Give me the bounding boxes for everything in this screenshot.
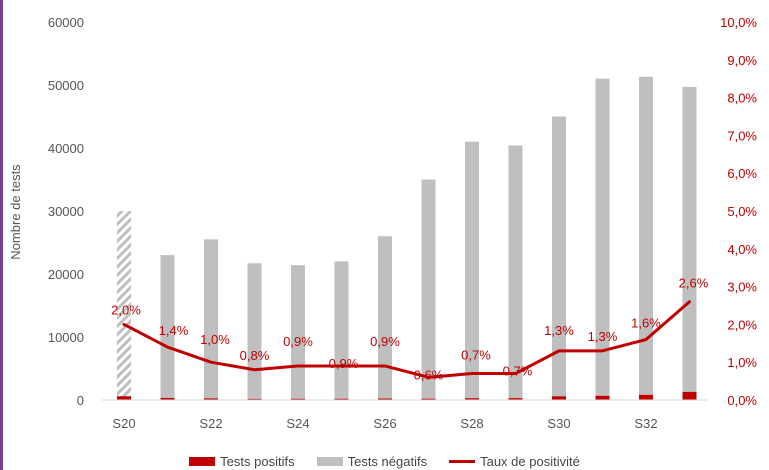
y-tick-label: 50000: [48, 78, 84, 93]
y2-tick-label: 4,0%: [727, 242, 757, 257]
chart: 0 10000 20000 30000 40000 50000 60000 0,0% 1,0%…: [8, 15, 757, 431]
y-tick-label: 40000: [48, 141, 84, 156]
legend-label-rate: Taux de positivité: [480, 453, 580, 469]
rate-data-label: 0,9%: [329, 356, 359, 371]
bar-positive: [160, 397, 175, 400]
bar-positive: [465, 398, 479, 400]
y2-tick-label: 0,0%: [727, 393, 757, 408]
rate-data-label: 2,6%: [679, 276, 709, 291]
bar-positive: [508, 398, 523, 400]
y2-tick-label: 2,0%: [727, 317, 757, 332]
rate-data-label: 1,4%: [159, 323, 189, 338]
bar-positive: [595, 395, 610, 400]
y-tick-label: 60000: [48, 15, 84, 30]
x-tick-label: S20: [112, 416, 135, 431]
rate-data-label: 0,6%: [414, 367, 444, 382]
x-tick-label: S30: [547, 416, 570, 431]
y-axis-title: Nombre de tests: [8, 164, 23, 260]
bar-positive: [334, 398, 349, 400]
bar-positive: [421, 398, 436, 400]
bar-negative: [247, 263, 262, 399]
rate-line: [122, 300, 691, 379]
y2-tick-label: 1,0%: [727, 355, 757, 370]
bars: [117, 76, 697, 400]
legend-item-rate: Taux de positivité: [449, 454, 580, 469]
legend-swatch-positive: [189, 456, 216, 466]
bar-negative: [378, 236, 392, 399]
bar-negative: [682, 86, 697, 392]
bar-negative: [204, 239, 218, 399]
y-tick-label: 0: [77, 393, 84, 408]
legend-item-positive: Tests positifs: [189, 453, 295, 469]
bar-positive: [204, 398, 218, 400]
x-tick-label: S22: [199, 416, 222, 431]
rate-data-label: 0,7%: [461, 348, 491, 363]
bar-negative: [639, 76, 653, 395]
bar-positive: [378, 398, 392, 400]
frame-border: [0, 0, 3, 470]
bar-negative: [160, 255, 175, 398]
bar-positive: [247, 398, 262, 400]
legend-item-negative: Tests négatifs: [316, 453, 428, 469]
y2-tick-label: 5,0%: [727, 204, 757, 219]
bar-negative: [117, 211, 131, 397]
y-tick-label: 30000: [48, 204, 84, 219]
legend: Tests positifs Tests négatifs Taux de po…: [0, 452, 769, 470]
bar-positive: [117, 396, 131, 400]
y-axis-ticks: 0 10000 20000 30000 40000 50000 60000: [48, 15, 84, 408]
y-tick-label: 20000: [48, 267, 84, 282]
y-tick-label: 10000: [48, 330, 84, 345]
legend-swatch-rate: [449, 459, 476, 463]
bar-positive: [552, 396, 566, 400]
legend-swatch-negative: [316, 456, 343, 466]
rate-data-label: 0,9%: [283, 334, 313, 349]
x-axis-ticks: S20 S22 S24 S26 S28 S30 S32: [112, 416, 657, 431]
rate-data-label: 1,3%: [588, 329, 618, 344]
bar-negative: [508, 145, 523, 399]
y2-tick-label: 6,0%: [727, 166, 757, 181]
bar-negative: [465, 141, 479, 399]
bar-negative: [421, 179, 436, 399]
rate-data-label: 1,3%: [544, 323, 574, 338]
y2-tick-label: 7,0%: [727, 128, 757, 143]
y2-tick-label: 10,0%: [720, 15, 757, 30]
bar-negative: [291, 265, 305, 399]
bar-negative: [595, 78, 610, 396]
y2-axis-ticks: 0,0% 1,0% 2,0% 3,0% 4,0% 5,0% 6,0% 7,0% 8,0% 9,0%…: [720, 15, 757, 408]
rate-data-label: 2,0%: [111, 302, 141, 317]
x-tick-label: S24: [286, 416, 309, 431]
rate-data-label: 1,0%: [200, 332, 230, 347]
y2-tick-label: 3,0%: [727, 280, 757, 295]
bar-positive: [291, 398, 305, 400]
rate-line-group: [122, 300, 691, 379]
bar-negative: [552, 116, 566, 397]
rate-labels: 2,0% 1,4% 1,0% 0,8% 0,9% 0,9% 0,9% 0,6% 0,7% 0,7%…: [111, 276, 709, 383]
x-tick-label: S32: [634, 416, 657, 431]
y2-tick-label: 8,0%: [727, 91, 757, 106]
x-tick-label: S26: [373, 416, 396, 431]
legend-label-negative: Tests négatifs: [347, 453, 428, 469]
legend-label-positive: Tests positifs: [220, 453, 295, 469]
bar-positive: [682, 391, 697, 400]
rate-data-label: 0,7%: [503, 364, 533, 379]
rate-data-label: 0,9%: [370, 334, 400, 349]
bar-positive: [639, 394, 653, 400]
rate-data-label: 0,8%: [240, 348, 270, 363]
bar-negative: [334, 261, 349, 399]
rate-data-label: 1,6%: [631, 316, 661, 331]
y2-tick-label: 9,0%: [727, 53, 757, 68]
x-tick-label: S28: [460, 416, 483, 431]
